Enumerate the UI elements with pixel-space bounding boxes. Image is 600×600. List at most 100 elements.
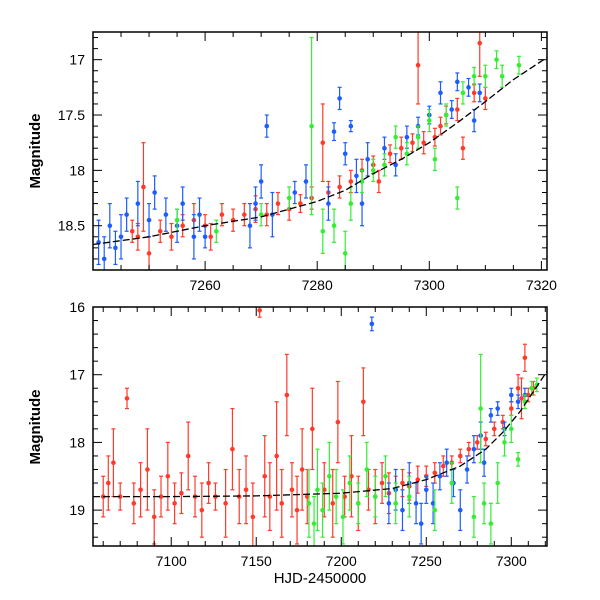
marker [423,487,429,493]
data-point [410,133,415,153]
marker [279,501,285,506]
data-point [320,103,326,183]
marker [494,57,499,62]
data-point [158,475,164,518]
data-point [219,202,225,227]
data-point [320,208,326,254]
data-point [124,197,129,232]
data-point [262,435,268,518]
y-tick-label: 18 [69,162,85,178]
marker [327,473,332,479]
marker [474,440,480,445]
marker [410,140,415,145]
data-point [286,186,292,210]
marker [481,501,487,506]
data-point [202,225,208,249]
marker [337,96,342,101]
data-point [483,86,488,111]
data-point [398,136,404,160]
data-point [515,451,521,467]
marker [337,184,342,190]
bottom-panel: 7100 7150 7200 7250 7300 16 17 18 19 [69,299,548,569]
data-point [406,475,412,518]
marker [455,107,460,112]
marker [369,321,375,327]
marker [135,201,141,206]
marker [483,96,488,101]
marker [174,217,180,223]
marker [361,399,366,405]
data-point [131,482,137,525]
marker [138,487,143,493]
data-point [96,219,101,266]
data-point [191,214,197,260]
data-point [393,153,398,177]
data-point [165,441,171,511]
data-point [146,202,152,238]
marker [516,62,522,68]
data-point [508,401,514,416]
data-point [331,122,337,142]
x-tick-label: 7250 [411,553,442,569]
x-tick-label: 7280 [302,277,333,293]
data-point [400,489,405,532]
marker [258,179,264,184]
marker [488,521,494,526]
data-point [432,489,438,532]
y-tick-label: 17 [69,367,85,383]
data-point [522,343,528,372]
data-point [365,142,370,177]
data-point [331,208,337,243]
marker [400,480,405,486]
data-point [118,214,124,260]
data-point [138,462,143,518]
data-point [477,32,483,77]
data-point [172,482,177,525]
bottom-y-axis-label: Magnitude [27,390,44,465]
x-tick-label: 7100 [156,553,187,569]
data-point [415,465,421,494]
plot-frame [92,306,548,547]
data-point [522,394,528,410]
marker [214,228,219,234]
data-point [101,236,107,270]
top-y-axis-label: Magnitude [27,114,44,189]
y-tick-label: 16 [69,299,85,315]
marker [515,385,521,391]
marker [197,212,202,217]
data-point [471,495,477,538]
data-point [364,441,370,498]
data-point [370,158,376,183]
data-point [491,421,497,437]
data-point [135,222,141,251]
marker [398,145,404,151]
data-point [415,32,421,105]
data-point [107,202,113,249]
marker [491,426,497,432]
data-point [129,219,135,243]
data-point [294,475,300,545]
data-point [180,186,185,221]
marker [292,190,298,195]
marker [310,426,315,432]
marker [101,256,107,262]
marker [348,201,354,206]
data-point [438,116,443,136]
data-point [223,468,228,538]
marker [481,460,487,466]
marker [354,173,359,179]
data-point [508,387,514,403]
marker [264,123,270,129]
data-point [423,475,429,504]
data-point [243,455,249,525]
data-point [379,462,385,504]
marker [298,201,303,206]
marker [107,223,113,229]
data-point [123,307,128,308]
data-point [267,462,273,532]
data-point [499,64,505,88]
data-point [274,401,279,511]
marker [274,453,279,459]
marker [165,473,171,479]
